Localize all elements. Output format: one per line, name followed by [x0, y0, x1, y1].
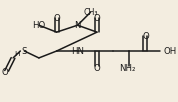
- Text: HO: HO: [32, 21, 46, 30]
- Text: CH₃: CH₃: [83, 8, 98, 17]
- Text: N: N: [74, 21, 81, 30]
- Text: HN: HN: [71, 47, 84, 55]
- Text: NH₂: NH₂: [119, 64, 136, 73]
- Text: H: H: [14, 51, 19, 57]
- Text: O: O: [2, 68, 8, 77]
- Text: S: S: [22, 47, 27, 55]
- Text: O: O: [53, 14, 60, 23]
- Text: O: O: [94, 64, 100, 73]
- Text: OH: OH: [163, 47, 176, 55]
- Text: O: O: [142, 32, 149, 41]
- Text: O: O: [94, 14, 100, 23]
